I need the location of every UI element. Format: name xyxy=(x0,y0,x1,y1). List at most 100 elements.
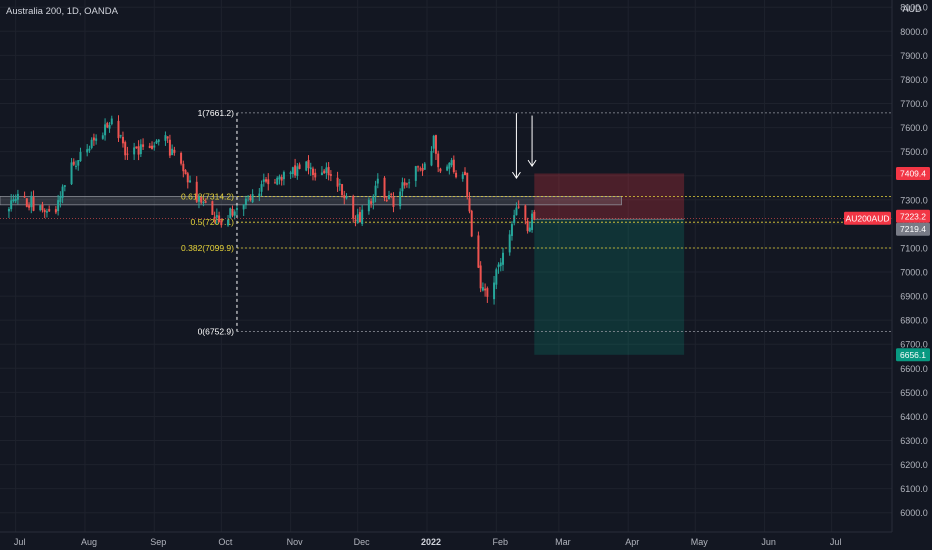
entry-price-badge xyxy=(896,222,930,236)
target-price-badge xyxy=(896,348,930,362)
candle xyxy=(251,194,254,203)
candle xyxy=(517,206,520,208)
candle xyxy=(481,287,484,291)
fib-level-label: 0.618(7314.2) xyxy=(181,191,234,201)
time-axis[interactable]: Jul Aug Sep Oct Nov Dec 2022 Feb Mar Apr May Jun Jul xyxy=(14,537,842,547)
candle xyxy=(215,215,218,218)
candles xyxy=(7,115,536,305)
candle xyxy=(486,288,489,297)
candle xyxy=(242,204,245,210)
candle xyxy=(247,195,250,197)
candle xyxy=(90,139,93,148)
y-tick-label: 6400.0 xyxy=(900,412,928,422)
y-tick-label: 6900.0 xyxy=(900,292,928,302)
candle xyxy=(508,234,511,253)
candle xyxy=(133,147,136,155)
x-tick-label: Mar xyxy=(555,537,571,547)
candle xyxy=(213,216,216,219)
candle xyxy=(45,211,48,213)
candle xyxy=(276,177,279,185)
candle xyxy=(231,208,234,216)
grid xyxy=(0,0,892,532)
candle xyxy=(155,140,158,144)
y-tick-label: 7300.0 xyxy=(900,195,928,205)
candle xyxy=(387,195,390,199)
candle xyxy=(202,201,205,203)
candle xyxy=(399,191,402,207)
candle xyxy=(376,178,379,184)
candle xyxy=(372,196,375,203)
symbol-title[interactable]: Australia 200, 1D, OANDA xyxy=(6,6,119,17)
candle xyxy=(173,149,176,153)
candle xyxy=(182,163,185,172)
candle xyxy=(25,198,28,207)
candle xyxy=(423,163,426,170)
candle xyxy=(7,208,10,212)
arrow-head xyxy=(527,159,537,168)
candle xyxy=(135,146,138,149)
x-tick-label: Dec xyxy=(354,537,371,547)
candle xyxy=(139,144,142,155)
candle xyxy=(354,219,357,221)
candle xyxy=(448,162,451,169)
y-tick-label: 6000.0 xyxy=(900,508,928,518)
candle xyxy=(524,205,527,221)
candle xyxy=(72,161,75,165)
x-tick-label: Jul xyxy=(14,537,26,547)
candle xyxy=(151,145,154,149)
candle xyxy=(235,208,238,210)
candle xyxy=(327,166,330,176)
fib-level-label: 0.382(7099.9) xyxy=(181,243,234,253)
candle xyxy=(345,196,348,199)
candle xyxy=(95,138,98,141)
entry-price-label: 7219.4 xyxy=(900,224,926,234)
candle xyxy=(220,220,223,226)
candle xyxy=(314,172,317,178)
y-tick-label: 6300.0 xyxy=(900,436,928,446)
x-tick-label: Sep xyxy=(150,537,166,547)
candle xyxy=(168,139,171,156)
candle xyxy=(148,145,151,149)
candle xyxy=(405,183,408,185)
candle xyxy=(533,211,536,220)
candle xyxy=(370,201,373,204)
candle xyxy=(325,167,328,174)
candle xyxy=(439,168,442,172)
candle xyxy=(244,198,247,205)
candle xyxy=(10,200,13,210)
candle xyxy=(233,211,236,216)
candle xyxy=(309,167,312,170)
resistance-zone xyxy=(0,196,622,206)
candle xyxy=(499,262,502,267)
candle xyxy=(229,208,232,219)
last-price-badge xyxy=(896,209,930,223)
candle xyxy=(374,185,377,196)
currency-label: AUD xyxy=(902,4,922,14)
y-tick-label: 6200.0 xyxy=(900,460,928,470)
candle xyxy=(258,193,261,197)
candle xyxy=(464,171,467,176)
y-tick-label: 6700.0 xyxy=(900,340,928,350)
candle xyxy=(455,172,458,178)
candle xyxy=(262,179,265,182)
y-tick-label: 7800.0 xyxy=(900,75,928,85)
candle xyxy=(367,199,370,212)
candle xyxy=(260,184,263,192)
y-tick-label: 7500.0 xyxy=(900,147,928,157)
candle xyxy=(227,219,230,226)
candle xyxy=(195,181,198,202)
x-tick-label: Aug xyxy=(81,537,97,547)
y-tick-label: 8000.0 xyxy=(900,27,928,37)
candle xyxy=(390,193,393,195)
candle xyxy=(30,195,33,208)
candle xyxy=(12,199,15,202)
candle xyxy=(356,214,359,223)
candle xyxy=(528,227,531,232)
candle xyxy=(383,177,386,199)
y-tick-label: 7900.0 xyxy=(900,51,928,61)
x-tick-label: Oct xyxy=(218,537,233,547)
annotations xyxy=(0,113,892,219)
y-tick-label: 6100.0 xyxy=(900,484,928,494)
